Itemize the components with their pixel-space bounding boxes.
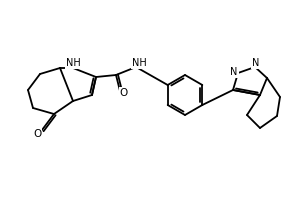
Text: NH: NH	[66, 58, 80, 68]
Text: O: O	[120, 88, 128, 98]
Text: N: N	[252, 58, 260, 68]
Text: NH: NH	[132, 58, 146, 68]
Text: N: N	[230, 67, 238, 77]
Text: O: O	[33, 129, 41, 139]
